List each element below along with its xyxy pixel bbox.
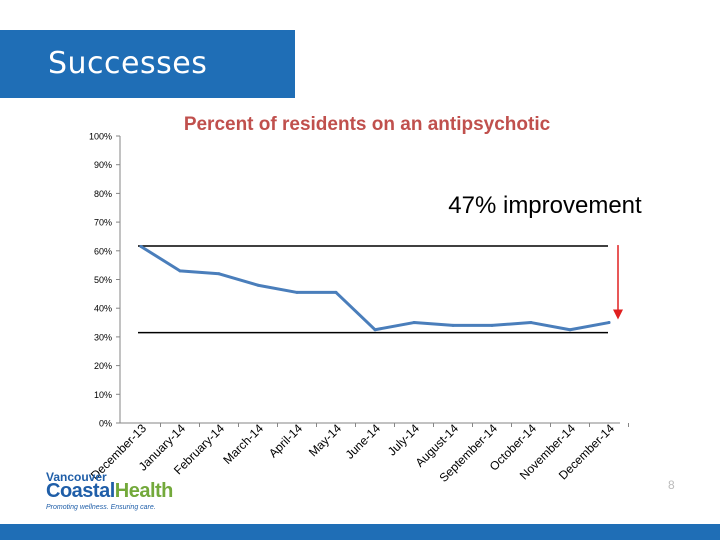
logo-coastal: Coastal: [46, 480, 115, 502]
title-banner: Successes: [0, 30, 295, 98]
x-tick-label: April-14: [266, 421, 305, 460]
data-point: [529, 321, 533, 325]
y-tick-label: 0%: [99, 419, 112, 429]
x-tick-label: June-14: [343, 421, 384, 462]
data-point: [568, 328, 572, 332]
series-line: [139, 244, 611, 332]
y-tick-label: 40%: [94, 304, 112, 314]
data-point: [373, 328, 377, 332]
footer-bar: [0, 524, 720, 540]
y-tick-label: 60%: [94, 246, 112, 256]
reference-lines: [138, 245, 608, 334]
y-tick-label: 80%: [94, 189, 112, 199]
data-point: [295, 290, 299, 294]
data-point: [139, 244, 143, 248]
vancouver-coastal-health-logo: Vancouver CoastalHealth Promoting wellne…: [42, 470, 182, 516]
logo-line1: Vancouver: [46, 470, 107, 484]
data-point: [217, 272, 221, 276]
y-tick-label: 20%: [94, 361, 112, 371]
data-series: [139, 244, 611, 332]
y-tick-label: 70%: [94, 218, 112, 228]
top-bar: [0, 0, 720, 30]
y-tick-label: 50%: [94, 275, 112, 285]
y-tick-label: 100%: [89, 132, 112, 142]
chart-axes: 0%10%20%30%40%50%60%70%80%90%100%Decembe…: [88, 132, 629, 485]
x-tick-label: July-14: [385, 421, 422, 458]
data-point: [178, 269, 182, 273]
logo-health: Health: [114, 480, 174, 502]
arrow-head: [613, 309, 623, 320]
y-tick-label: 30%: [94, 332, 112, 342]
y-tick-label: 90%: [94, 160, 112, 170]
data-point: [607, 321, 611, 325]
data-point: [256, 283, 260, 287]
improvement-annotation: 47% improvement: [448, 192, 642, 219]
logo-tagline: Promoting wellness. Ensuring care.: [46, 504, 156, 511]
improvement-arrow: [613, 245, 623, 320]
x-tick-label: March-14: [220, 421, 266, 467]
y-tick-label: 10%: [94, 390, 112, 400]
slide-title: Successes: [48, 46, 208, 81]
data-point: [412, 321, 416, 325]
logo-line2: CoastalHealth: [46, 480, 173, 503]
data-point: [334, 290, 338, 294]
data-point: [451, 323, 455, 327]
chart-title: Percent of residents on an antipsychotic: [184, 114, 551, 135]
page-number: 8: [668, 478, 675, 492]
x-tick-label: May-14: [306, 421, 344, 459]
data-point: [490, 323, 494, 327]
